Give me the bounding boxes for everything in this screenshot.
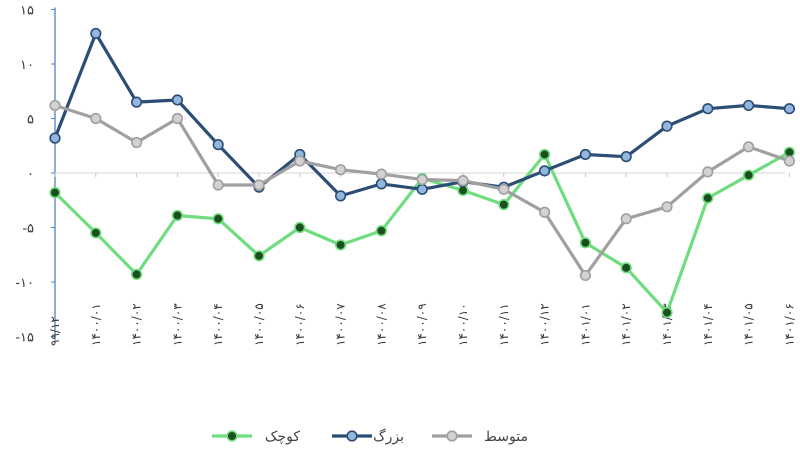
data-point-large: [49, 132, 61, 144]
data-point-medium: [375, 168, 388, 180]
data-point-large: [416, 183, 428, 195]
data-point-large: [702, 103, 714, 115]
x-tick-label: ۹۹/۱۲: [48, 316, 62, 346]
data-point-medium: [335, 164, 347, 176]
data-point-small: [620, 262, 632, 274]
x-tick-label: ۱۴۰۱/۰۱: [578, 303, 592, 346]
x-tick-label: ۱۴۰۰/۰۳: [170, 303, 184, 346]
data-point-medium: [742, 141, 755, 153]
data-point-small: [335, 239, 347, 251]
data-point-medium: [253, 179, 265, 191]
x-tick-label: ۱۴۰۱/۰۶: [782, 303, 796, 346]
data-point-large: [171, 94, 183, 106]
data-point-medium: [661, 201, 673, 213]
data-point-medium: [416, 173, 428, 186]
x-tick-label: ۱۴۰۰/۱۱: [497, 303, 511, 346]
data-point-medium: [212, 179, 224, 191]
legend-item-small: کوچک: [212, 429, 300, 445]
data-point-small: [49, 187, 61, 199]
data-point-small: [498, 199, 510, 211]
data-point-large: [131, 96, 143, 108]
x-tick-label: ۱۴۰۰/۰۹: [415, 303, 429, 346]
data-point-small: [375, 225, 388, 237]
y-tick-label: ۱۰: [20, 58, 34, 73]
x-tick-label: ۱۴۰۰/۱۰: [456, 303, 470, 346]
data-point-medium: [294, 155, 306, 167]
legend-label: متوسط: [484, 429, 528, 445]
x-tick-label: ۱۴۰۱/۰۵: [742, 303, 756, 346]
y-tick-label: ۱۵: [20, 4, 34, 19]
series-line-large: [53, 31, 792, 198]
data-point-medium: [538, 206, 551, 218]
x-tick-label: ۱۴۰۰/۱۲: [538, 303, 552, 346]
data-point-large: [661, 120, 673, 132]
data-point-large: [212, 139, 224, 151]
data-point-medium: [131, 136, 143, 149]
data-point-small: [90, 227, 102, 239]
data-point-medium: [171, 112, 183, 125]
data-point-large: [538, 165, 551, 177]
x-tick-label: ۱۴۰۱/۰۲: [619, 303, 633, 346]
x-tick-label: ۱۴۰۰/۰۷: [334, 303, 348, 346]
data-point-small: [294, 221, 306, 234]
data-point-large: [90, 27, 102, 40]
x-tick-label: ۱۴۰۰/۰۸: [374, 303, 388, 346]
series-medium: [49, 99, 796, 282]
data-point-small: [661, 306, 673, 319]
data-point-medium: [457, 175, 469, 187]
data-point-medium: [783, 155, 796, 167]
x-tick-label: ۱۴۰۰/۰۲: [130, 303, 144, 346]
chart-axes: ۱۵ ۱۰ ۵ ۰ -۵ -۱۰ -۱۵ ۹۹/۱۲ ۱۴۰۰/۰۱ ۱۴۰۰/۰۲ ۱۴۰۰/۰۳…: [15, 4, 796, 347]
legend-swatch-marker: [446, 430, 458, 442]
y-tick-label: ۵: [27, 113, 34, 128]
data-point-small: [212, 213, 224, 225]
legend-item-large: بزرگ: [332, 427, 404, 445]
data-point-large: [579, 148, 592, 161]
legend-item-medium: متوسط: [432, 429, 528, 445]
x-tick-label: ۱۴۰۰/۰۶: [293, 303, 307, 346]
legend-swatch-marker: [226, 430, 238, 442]
y-tick-label: -۱۰: [15, 276, 34, 291]
data-point-small: [742, 169, 755, 181]
legend-label: بزرگ: [373, 427, 404, 445]
chart-series: [49, 27, 796, 319]
data-point-small: [253, 250, 265, 262]
y-tick-label: -۵: [22, 222, 34, 237]
legend-swatch-marker: [346, 430, 358, 442]
x-tick-label: ۱۴۰۰/۰۴: [211, 303, 225, 346]
data-point-medium: [620, 213, 632, 225]
data-point-large: [783, 103, 796, 115]
y-tick-label: ۰: [27, 167, 34, 182]
chart-legend: کوچک بزرگ متوسط: [212, 427, 528, 445]
data-point-medium: [579, 269, 592, 282]
data-point-medium: [49, 99, 61, 112]
data-point-small: [538, 148, 551, 161]
data-point-small: [131, 268, 143, 280]
data-point-medium: [702, 166, 714, 178]
legend-label: کوچک: [265, 429, 300, 445]
data-point-medium: [498, 183, 510, 195]
data-point-large: [742, 99, 755, 112]
data-point-small: [171, 209, 183, 222]
data-point-large: [335, 190, 347, 202]
data-point-large: [620, 151, 632, 163]
data-point-medium: [90, 112, 102, 125]
x-tick-label: ۱۴۰۰/۰۵: [252, 303, 266, 346]
data-point-small: [579, 237, 592, 249]
x-tick-label: ۱۴۰۰/۰۱: [89, 303, 103, 346]
x-tick-label: ۱۴۰۱/۰۴: [701, 303, 715, 346]
y-tick-label: -۱۵: [15, 331, 34, 346]
data-point-small: [702, 192, 714, 204]
data-point-large: [375, 178, 388, 190]
